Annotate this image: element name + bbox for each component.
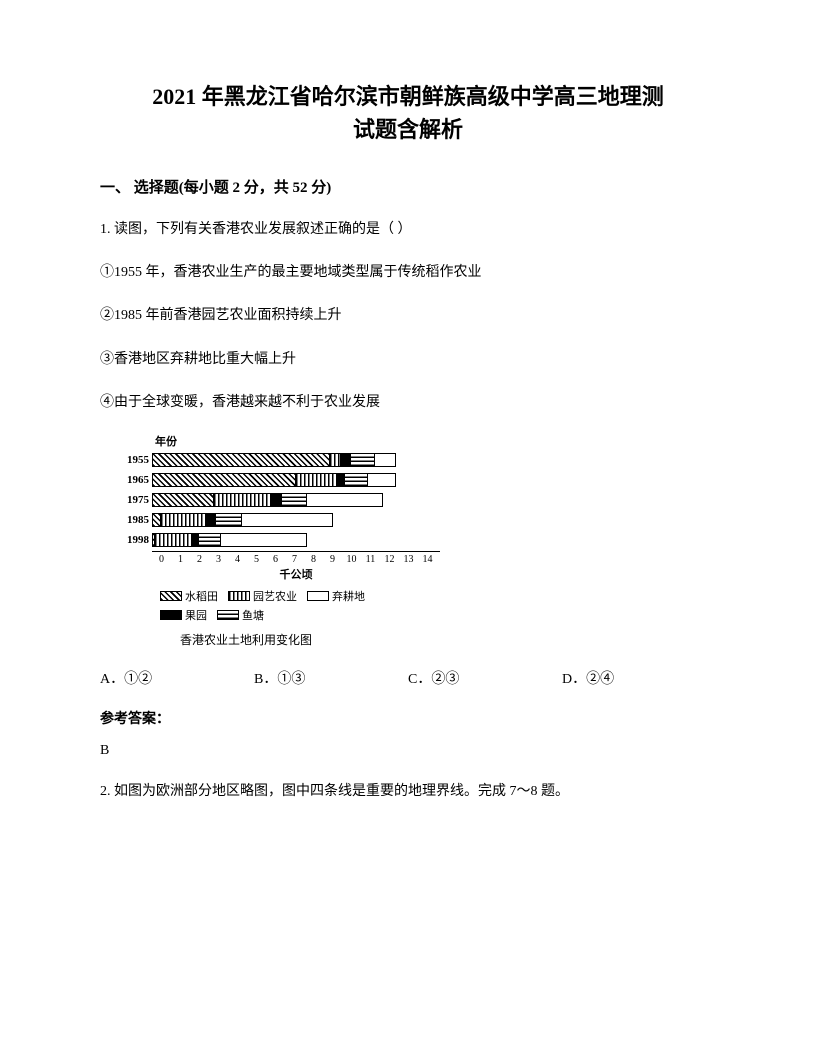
option-c: C．②③: [408, 668, 562, 688]
answer-label: 参考答案：: [100, 708, 716, 728]
bar-row: 1998: [120, 531, 440, 549]
bar-area: [152, 473, 396, 487]
year-label: 1985: [120, 514, 152, 526]
q1-statement-3: ③香港地区弃耕地比重大幅上升: [100, 347, 716, 372]
x-tick: 6: [266, 554, 285, 565]
bar-segment: [296, 473, 338, 487]
title-line-2: 试题含解析: [353, 117, 463, 142]
bar-area: [152, 453, 396, 467]
q2-stem: 2. 如图为欧洲部分地区略图，图中四条线是重要的地理界线。完成 7～8 题。: [100, 779, 716, 804]
bar-segment: [341, 453, 351, 467]
year-label: 1975: [120, 494, 152, 506]
bar-area: [152, 533, 307, 547]
q1-statement-1: ①1955 年，香港农业生产的最主要地域类型属于传统稻作农业: [100, 260, 716, 285]
legend-item: 鱼塘: [217, 607, 264, 623]
option-a: A．①②: [100, 668, 254, 688]
chart-caption: 香港农业土地利用变化图: [180, 631, 440, 648]
q1-statement-4: ④由于全球变暖，香港越来越不利于农业发展: [100, 390, 716, 415]
x-tick: 11: [361, 554, 380, 565]
x-tick: 13: [399, 554, 418, 565]
legend-item: 弃耕地: [307, 588, 365, 604]
x-tick: 2: [190, 554, 209, 565]
year-label: 1955: [120, 454, 152, 466]
page-title: 2021 年黑龙江省哈尔滨市朝鲜族高级中学高三地理测 试题含解析: [100, 80, 716, 146]
answer-value: B: [100, 743, 716, 759]
bar-segment: [221, 533, 307, 547]
bar-area: [152, 513, 333, 527]
bar-segment: [307, 493, 383, 507]
answer-options: A．①② B．①③ C．②③ D．②④: [100, 668, 716, 688]
land-use-chart: 年份 19551965197519851998 0123456789101112…: [120, 433, 440, 648]
bar-row: 1955: [120, 451, 440, 469]
legend-row: 果园 鱼塘: [160, 607, 440, 623]
x-tick: 12: [380, 554, 399, 565]
title-line-1: 2021 年黑龙江省哈尔滨市朝鲜族高级中学高三地理测: [152, 84, 664, 109]
legend-swatch: [160, 610, 182, 620]
bar-segment: [161, 513, 207, 527]
q1-statement-2: ②1985 年前香港园艺农业面积持续上升: [100, 303, 716, 328]
legend-swatch: [228, 591, 250, 601]
chart-bars: 1955 1965 1975 1985 1998: [120, 451, 440, 549]
bar-segment: [214, 493, 271, 507]
bar-row: 1975: [120, 491, 440, 509]
bar-segment: [153, 453, 330, 467]
x-tick: 4: [228, 554, 247, 565]
bar-segment: [375, 453, 396, 467]
bar-row: 1965: [120, 471, 440, 489]
option-d: D．②④: [562, 668, 716, 688]
bar-segment: [153, 473, 296, 487]
x-axis: 01234567891011121314: [152, 551, 440, 565]
legend-label: 水稻田: [185, 588, 218, 604]
x-tick: 14: [418, 554, 437, 565]
section-header: 一、 选择题(每小题 2 分，共 52 分): [100, 176, 716, 197]
option-b: B．①③: [254, 668, 408, 688]
x-axis-label: 千公顷: [152, 566, 440, 582]
bar-segment: [368, 473, 397, 487]
bar-segment: [330, 453, 341, 467]
legend-label: 弃耕地: [332, 588, 365, 604]
x-tick: 9: [323, 554, 342, 565]
bar-segment: [216, 513, 243, 527]
q1-stem: 1. 读图，下列有关香港农业发展叙述正确的是（ ）: [100, 217, 716, 242]
x-tick: 0: [152, 554, 171, 565]
bar-segment: [282, 493, 307, 507]
legend-swatch: [160, 591, 182, 601]
bar-segment: [206, 513, 216, 527]
x-tick: 5: [247, 554, 266, 565]
bar-segment: [345, 473, 368, 487]
legend-item: 果园: [160, 607, 207, 623]
x-tick: 8: [304, 554, 323, 565]
y-axis-label: 年份: [155, 433, 440, 449]
legend-label: 鱼塘: [242, 607, 264, 623]
legend-item: 园艺农业: [228, 588, 297, 604]
legend-swatch: [307, 591, 329, 601]
year-label: 1965: [120, 474, 152, 486]
bar-segment: [337, 473, 345, 487]
bar-row: 1985: [120, 511, 440, 529]
bar-segment: [242, 513, 333, 527]
bar-segment: [153, 513, 161, 527]
chart-legend: 水稻田 园艺农业 弃耕地 果园 鱼塘: [160, 588, 440, 623]
x-tick: 1: [171, 554, 190, 565]
x-tick: 3: [209, 554, 228, 565]
x-tick: 7: [285, 554, 304, 565]
bar-area: [152, 493, 383, 507]
bar-segment: [155, 533, 193, 547]
legend-row: 水稻田 园艺农业 弃耕地: [160, 588, 440, 604]
bar-segment: [199, 533, 222, 547]
bar-segment: [153, 493, 214, 507]
legend-label: 果园: [185, 607, 207, 623]
year-label: 1998: [120, 534, 152, 546]
x-tick: 10: [342, 554, 361, 565]
bar-segment: [271, 493, 282, 507]
bar-segment: [351, 453, 376, 467]
legend-label: 园艺农业: [253, 588, 297, 604]
legend-item: 水稻田: [160, 588, 218, 604]
legend-swatch: [217, 610, 239, 620]
